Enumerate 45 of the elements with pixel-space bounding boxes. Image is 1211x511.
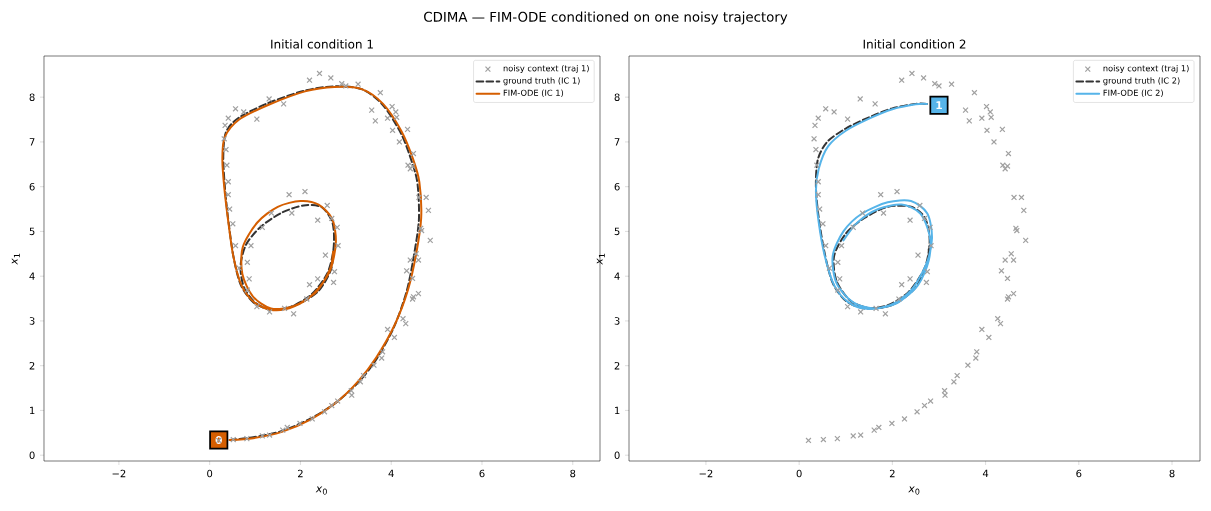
x-tick-label: 0 — [207, 469, 213, 478]
y-tick-label: 5 — [614, 227, 620, 236]
x-tick-label: 0 — [796, 469, 802, 478]
y-tick-label: 0 — [29, 451, 35, 459]
chart-title: Initial condition 2 — [863, 39, 966, 49]
y-tick-label: 1 — [30, 406, 35, 415]
y-tick-label: 6 — [29, 182, 35, 191]
y-tick-label: 5 — [29, 227, 35, 236]
y-tick-label: 4 — [614, 272, 620, 280]
x-tick-label: 8 — [570, 469, 576, 478]
y-tick-label: 4 — [29, 272, 35, 280]
x-tick-label: 2 — [889, 469, 895, 478]
chart-title: Initial condition 1 — [271, 39, 373, 49]
annotation: 1 — [936, 101, 942, 110]
y-tick-label: 2 — [29, 361, 35, 370]
y-axis-title: x$_{1}$ — [11, 253, 20, 265]
x-axis-title: x$_{0}$ — [908, 486, 920, 495]
x-tick-label: 8 — [1169, 469, 1175, 478]
y-tick-label: 7 — [614, 138, 620, 146]
y-axis-title: x$_{1}$ — [596, 253, 605, 265]
x-axis-title: x$_{0}$ — [315, 486, 327, 495]
legend-label: FIM-ODE (IC 2) — [1103, 89, 1163, 97]
y-tick-label: 2 — [614, 361, 620, 370]
legend-label: ground truth (IC 1) — [503, 77, 580, 86]
x-tick-label: 4 — [982, 469, 989, 477]
x-tick-label: 2 — [297, 469, 303, 478]
y-tick-label: 7 — [29, 138, 35, 146]
text: CDIMA — FIM-ODE conditioned on one noisy trajectory — [424, 11, 788, 25]
y-tick-label: 0 — [614, 451, 620, 459]
y-tick-label: 3 — [614, 317, 620, 325]
x-tick-label: −2 — [112, 469, 126, 478]
legend-label: FIM-ODE (IC 1) — [503, 89, 564, 97]
y-tick-label: 8 — [614, 93, 620, 101]
y-tick-label: 1 — [615, 406, 620, 415]
x-tick-label: −2 — [699, 469, 713, 478]
legend-label: ground truth (IC 2) — [1103, 77, 1180, 86]
y-tick-label: 8 — [29, 93, 35, 101]
y-tick-label: 6 — [614, 182, 620, 191]
x-tick-label: 4 — [388, 469, 394, 477]
x-tick-label: 6 — [479, 469, 485, 478]
annotation: 0 — [215, 435, 222, 444]
y-tick-label: 3 — [29, 317, 35, 325]
legend-label: noisy context (traj 1) — [503, 64, 589, 73]
legend-label: noisy context (traj 1) — [1103, 64, 1189, 73]
x-tick-label: 6 — [1076, 469, 1082, 478]
